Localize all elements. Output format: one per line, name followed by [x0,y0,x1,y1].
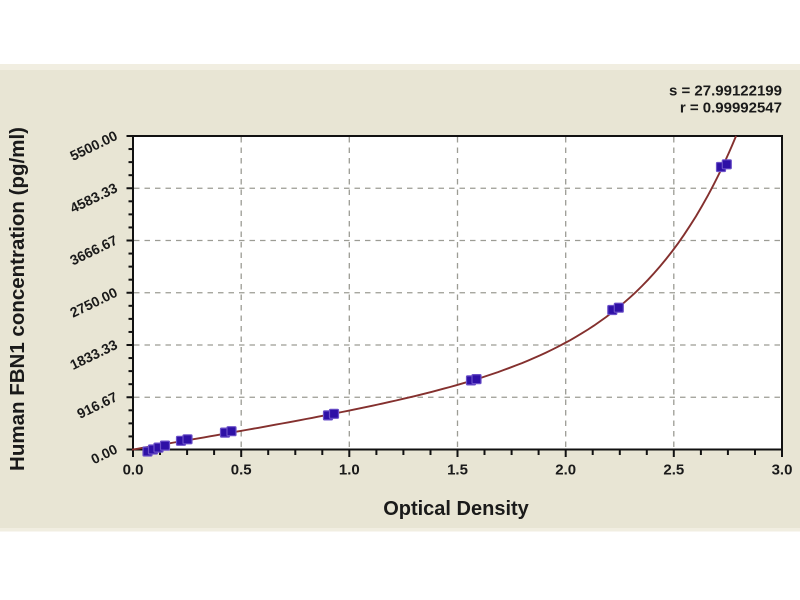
svg-text:r = 0.99992547: r = 0.99992547 [680,100,782,117]
svg-text:1.0: 1.0 [339,462,360,479]
svg-text:0.5: 0.5 [231,462,252,479]
svg-text:2.5: 2.5 [663,462,684,479]
svg-text:Human FBN1 concentration (pg/m: Human FBN1 concentration (pg/ml) [6,127,29,471]
svg-text:0.0: 0.0 [123,462,144,479]
svg-text:Optical Density: Optical Density [383,498,529,520]
svg-text:s = 27.99122199: s = 27.99122199 [669,83,782,100]
svg-text:1.5: 1.5 [447,462,468,479]
svg-text:2.0: 2.0 [555,462,576,479]
svg-text:3.0: 3.0 [772,462,793,479]
